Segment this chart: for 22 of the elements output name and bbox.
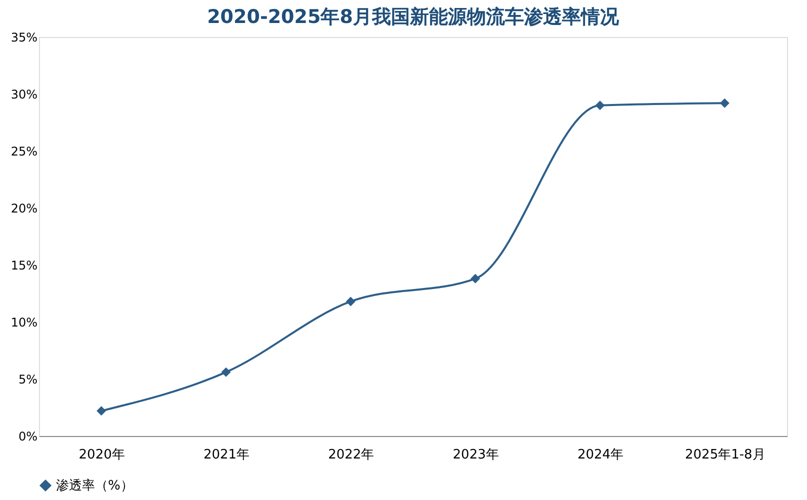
y-tick-label: 30%: [10, 88, 38, 102]
point: [595, 100, 605, 110]
chart-title: 2020-2025年8月我国新能源物流车渗透率情况: [207, 6, 620, 28]
y-tick-label: 35%: [10, 30, 38, 44]
point: [720, 98, 730, 108]
x-tick-label: 2025年1-8月: [685, 448, 766, 462]
point: [346, 296, 356, 306]
point: [221, 367, 231, 377]
y-tick-label: 20%: [10, 202, 38, 216]
x-tick-label: 2024年: [577, 448, 624, 462]
y-tick-label: 25%: [10, 144, 38, 158]
y-tick-label: 0%: [18, 430, 38, 444]
y-tick-label: 10%: [10, 316, 38, 330]
x-tick-label: 2022年: [328, 448, 374, 462]
y-tick-label: 5%: [18, 372, 38, 386]
legend-label: 渗透率（%）: [56, 478, 134, 494]
x-tick-label: 2020年: [78, 448, 125, 462]
x-tick-label: 2021年: [203, 448, 250, 462]
point: [470, 274, 480, 284]
y-tick-label: 15%: [10, 258, 38, 272]
x-tick-label: 2023年: [452, 448, 499, 462]
point: [96, 406, 106, 416]
